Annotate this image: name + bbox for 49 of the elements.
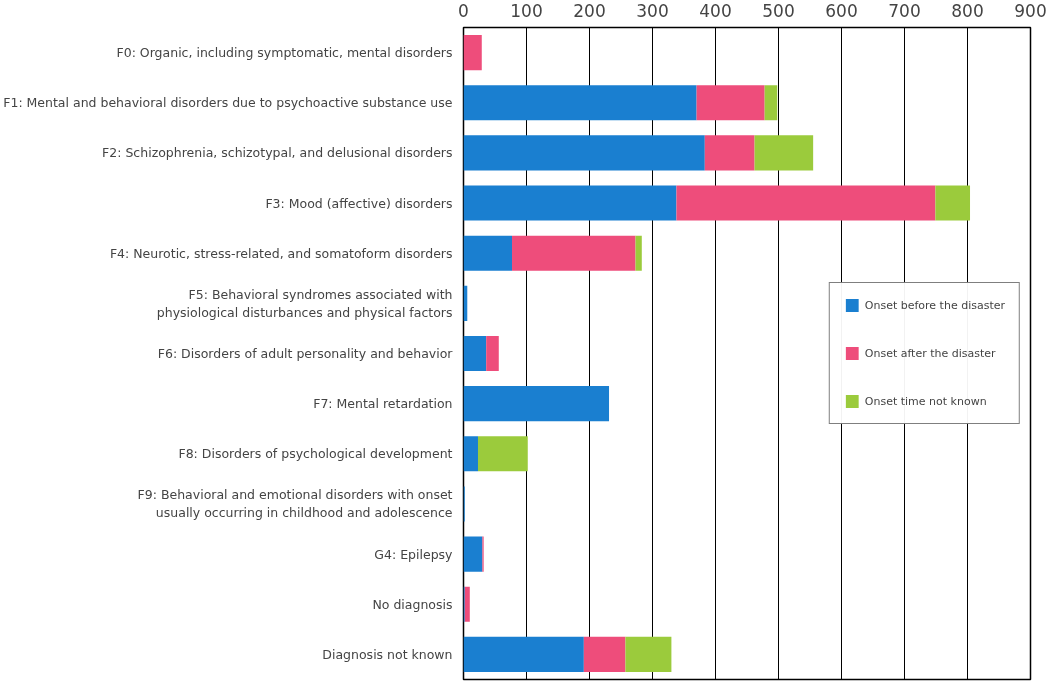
- y-tick-label: G4: Epilepsy: [374, 546, 454, 562]
- y-tick-label: F0: Organic, including symptomatic, mental disorders: [116, 45, 453, 61]
- bar: [463, 335, 487, 372]
- bar: [696, 85, 765, 121]
- x-tick-label: 300: [636, 0, 669, 21]
- y-tick-label: F4: Neurotic, stress-related, and somatoform disorders: [109, 245, 453, 261]
- bar: [583, 636, 626, 672]
- bar: [463, 536, 483, 572]
- bar: [512, 235, 636, 271]
- x-tick-label: 600: [825, 0, 858, 21]
- legend-label: Onset after the disaster: [864, 346, 996, 360]
- y-tick-label: F7: Mental retardation: [313, 396, 453, 412]
- x-tick-label: 200: [573, 0, 606, 21]
- x-tick-label: 800: [951, 0, 984, 21]
- bar: [463, 386, 610, 422]
- x-tick-label: 400: [699, 0, 732, 21]
- x-tick-label: 700: [888, 0, 921, 21]
- bar: [764, 85, 778, 121]
- x-tick-label: 100: [510, 0, 543, 21]
- y-tick-label: Diagnosis not known: [322, 646, 453, 662]
- legend-label: Onset time not known: [864, 394, 987, 408]
- y-tick-label: F5: Behavioral syndromes associated with physiological disturbances and physical factors: [156, 286, 453, 320]
- bar: [463, 85, 697, 121]
- bar: [625, 636, 672, 672]
- bar: [676, 185, 936, 221]
- bar: [935, 185, 971, 221]
- x-tick-label: 500: [762, 0, 795, 21]
- bar: [635, 235, 642, 271]
- y-tick-label: No diagnosis: [372, 596, 453, 612]
- y-tick-label: F8: Disorders of psychological development: [178, 446, 453, 462]
- y-tick-label: F3: Mood (affective) disorders: [265, 195, 453, 211]
- x-tick-label: 0: [458, 0, 469, 21]
- y-tick-label: F6: Disorders of adult personality and behavior: [157, 346, 454, 361]
- x-tick-label: 900: [1014, 0, 1047, 21]
- bar: [704, 135, 755, 171]
- bar: [463, 235, 513, 271]
- bar: [464, 586, 470, 622]
- bar: [486, 335, 499, 372]
- bar: [463, 35, 482, 71]
- bar: [754, 135, 814, 171]
- y-tick-label: F1: Mental and behavioral disorders due to psychoactive substance use: [3, 95, 453, 111]
- y-tick-label: F9: Behavioral and emotional disorders with onset usually occurring in childhood and adolescence: [137, 487, 453, 521]
- bar: [463, 436, 478, 472]
- bar: [463, 135, 705, 171]
- legend-label: Onset before the disaster: [864, 298, 1005, 312]
- bar: [463, 636, 584, 672]
- bar: [477, 436, 528, 472]
- bar: [463, 185, 677, 221]
- y-tick-label: F2: Schizophrenia, schizotypal, and delusional disorders: [102, 145, 453, 161]
